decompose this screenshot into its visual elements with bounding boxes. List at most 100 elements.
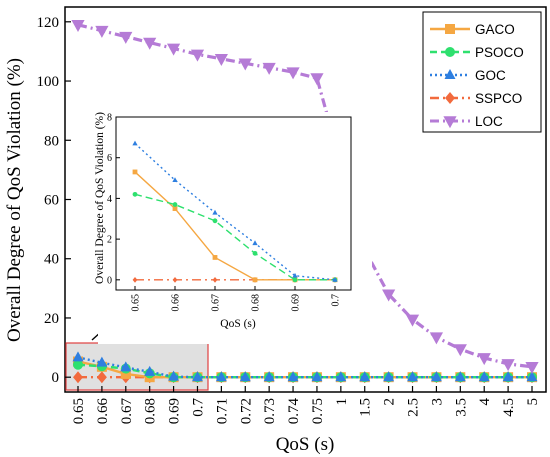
- inset-data-point: [212, 255, 218, 260]
- inset-data-point: [212, 218, 218, 224]
- legend-marker: [444, 69, 456, 79]
- legend-label: LOC: [475, 114, 503, 129]
- legend-entry-psoco: PSOCO: [430, 45, 524, 60]
- inset-data-point: [252, 250, 258, 256]
- data-point: [73, 359, 83, 370]
- data-point: [430, 371, 442, 382]
- data-point: [71, 19, 85, 32]
- inset-x-axis-label: QoS (s): [220, 318, 256, 330]
- inset-data-point: [292, 272, 298, 278]
- data-point: [335, 371, 347, 382]
- inset-data-point: [212, 276, 218, 283]
- inset-plot: 0 2 4 6 8 0.65 0.66 0.67 0.68 0.69 0.7 QoS (s) Ov…: [94, 112, 372, 344]
- inset-x-tick-label: 0.65: [131, 294, 142, 312]
- data-point: [143, 37, 157, 50]
- y-tick-label: 120: [37, 15, 60, 31]
- inset-series-line: [134, 193, 335, 281]
- y-axis: 0 20 40 60 80 100 120: [37, 15, 71, 386]
- data-point: [96, 356, 108, 367]
- x-tick-label: 1.5: [358, 398, 374, 417]
- inset-x-tick-label: 0.69: [291, 294, 302, 312]
- inset-data-point: [252, 240, 258, 246]
- inset-data-point: [172, 276, 178, 283]
- legend-marker: [445, 47, 455, 57]
- x-tick-label: 0.75: [310, 398, 326, 424]
- series-layer: [71, 19, 539, 384]
- data-point: [120, 361, 132, 372]
- legend-entry-goc: GOC: [430, 68, 506, 83]
- data-point: [262, 62, 276, 75]
- y-axis-label: Overall Degree of QoS Violation (%): [4, 58, 25, 342]
- series-line: [77, 23, 533, 369]
- x-tick-label: 0.66: [95, 398, 111, 425]
- inset-y-tick-label: 4: [107, 194, 112, 205]
- inset-data-point: [132, 169, 138, 175]
- x-tick-label: 2: [382, 398, 398, 406]
- y-tick-label: 20: [44, 311, 59, 327]
- data-point: [383, 371, 395, 382]
- data-point: [286, 67, 300, 80]
- inset-series-line: [134, 142, 336, 281]
- x-tick-label: 0.73: [262, 398, 278, 424]
- data-point: [478, 371, 490, 382]
- data-point: [501, 359, 515, 372]
- inset-data-point: [292, 277, 298, 283]
- inset-y-axis: 0 2 4 6 8: [107, 113, 120, 286]
- inset-data-point: [132, 140, 138, 146]
- data-point: [72, 351, 84, 362]
- data-point: [405, 314, 420, 327]
- data-point: [191, 371, 203, 382]
- data-point: [96, 371, 107, 384]
- data-point: [239, 371, 251, 382]
- data-point: [310, 73, 324, 86]
- y-tick-label: 100: [37, 74, 60, 90]
- legend: GACO PSOCO GOC SSPCO LOC: [422, 11, 542, 133]
- data-point: [238, 58, 252, 71]
- data-point: [190, 49, 205, 62]
- x-tick-label: 4: [477, 398, 493, 406]
- y-tick-label: 0: [52, 370, 60, 386]
- data-point: [287, 371, 299, 382]
- legend-box: [422, 11, 542, 133]
- x-tick-label: 0.7: [190, 398, 206, 417]
- x-tick-label: 0.68: [143, 398, 159, 424]
- data-point: [168, 370, 180, 381]
- series-goc: [72, 351, 538, 382]
- data-point: [166, 43, 181, 56]
- legend-entry-loc: LOC: [430, 114, 503, 129]
- inset-data-point: [172, 177, 178, 183]
- inset-y-tick-label: 2: [107, 235, 112, 246]
- data-point: [525, 362, 539, 375]
- data-point: [526, 371, 538, 382]
- inset-frame: [115, 116, 352, 291]
- x-tick-label: 2.5: [406, 398, 422, 417]
- inset-data-point: [252, 277, 258, 283]
- legend-label: SSPCO: [475, 91, 522, 106]
- legend-marker: [443, 116, 457, 129]
- x-tick-label: 0.65: [71, 398, 87, 424]
- inset-x-tick-label: 0.67: [211, 294, 222, 312]
- x-tick-label: 3.5: [453, 398, 469, 417]
- x-axis: 0.65 0.66 0.67 0.68 0.69 0.7 0.71 0.72 0.73 0.74 0…: [71, 386, 541, 424]
- inset-data-point: [132, 276, 138, 283]
- series-line: [77, 356, 532, 379]
- data-point: [73, 371, 83, 384]
- x-tick-label: 1: [334, 398, 350, 406]
- inset-y-axis-label: Overall Degree of QoS Violation (%): [94, 112, 106, 284]
- data-point: [454, 371, 466, 382]
- legend-label: GACO: [475, 22, 515, 37]
- data-point: [429, 332, 444, 345]
- data-point: [144, 365, 156, 376]
- zoom-highlight-region: [65, 342, 209, 391]
- inset-x-axis: 0.65 0.66 0.67 0.68 0.69 0.7: [131, 286, 342, 312]
- inset-x-tick-label: 0.7: [331, 294, 342, 307]
- inset-series-layer: [132, 140, 338, 283]
- y-tick-label: 80: [44, 133, 59, 149]
- inset-y-tick-label: 6: [107, 153, 112, 164]
- data-point: [120, 368, 131, 379]
- legend-marker: [445, 24, 455, 34]
- legend-marker: [445, 92, 455, 104]
- data-point: [119, 31, 133, 44]
- data-point: [359, 371, 371, 382]
